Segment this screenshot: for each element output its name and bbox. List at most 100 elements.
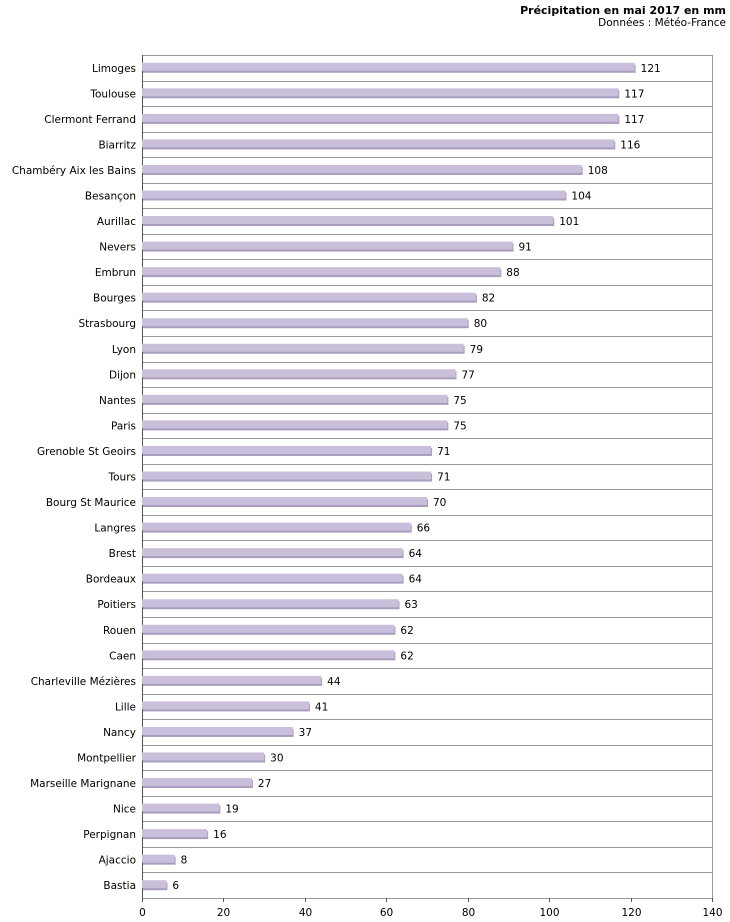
category-label: Bastia xyxy=(103,880,136,892)
x-tick-label: 60 xyxy=(380,907,393,919)
bar xyxy=(142,216,554,225)
category-label: Grenoble St Geoirs xyxy=(37,446,136,458)
category-label: Paris xyxy=(111,420,136,432)
value-label: 104 xyxy=(571,191,591,203)
category-label: Tours xyxy=(108,472,137,484)
category-label: Bourg St Maurice xyxy=(46,497,136,509)
value-label: 64 xyxy=(409,548,423,560)
bar xyxy=(142,778,252,787)
category-label: Montpellier xyxy=(77,753,137,765)
x-tick-label: 100 xyxy=(539,907,559,919)
bar xyxy=(142,113,619,122)
value-label: 88 xyxy=(506,267,519,279)
bar xyxy=(142,471,432,480)
bar xyxy=(142,752,265,761)
bar xyxy=(142,829,208,838)
category-label: Langres xyxy=(94,523,136,535)
category-label: Nancy xyxy=(103,727,136,739)
value-label: 37 xyxy=(299,727,312,739)
value-label: 30 xyxy=(270,753,283,765)
value-label: 75 xyxy=(453,420,466,432)
value-label: 116 xyxy=(620,139,640,151)
value-label: 8 xyxy=(181,855,188,867)
value-label: 75 xyxy=(453,395,466,407)
category-label: Dijon xyxy=(109,369,136,381)
category-label: Charleville Mézières xyxy=(31,676,136,688)
bar xyxy=(142,190,566,199)
value-label: 27 xyxy=(258,778,271,790)
category-label: Brest xyxy=(109,548,136,560)
bar xyxy=(142,343,464,352)
x-tick-label: 120 xyxy=(621,907,641,919)
category-label: Bourges xyxy=(93,293,136,305)
x-tick-label: 80 xyxy=(462,907,475,919)
bar xyxy=(142,164,582,173)
bar xyxy=(142,701,309,710)
value-label: 77 xyxy=(462,369,475,381)
bar xyxy=(142,497,427,506)
x-tick-label: 20 xyxy=(217,907,230,919)
category-label: Caen xyxy=(109,650,136,662)
value-label: 80 xyxy=(474,318,487,330)
bar xyxy=(142,573,403,582)
value-label: 62 xyxy=(400,650,413,662)
value-label: 79 xyxy=(470,344,483,356)
bar xyxy=(142,445,432,454)
value-label: 121 xyxy=(641,63,661,75)
value-label: 16 xyxy=(213,829,227,841)
category-label: Toulouse xyxy=(89,88,136,100)
x-tick-label: 0 xyxy=(139,907,146,919)
value-label: 108 xyxy=(588,165,608,177)
category-label: Lyon xyxy=(112,344,136,356)
bar xyxy=(142,394,448,403)
category-label: Rouen xyxy=(103,625,136,637)
value-label: 62 xyxy=(400,625,413,637)
bar xyxy=(142,62,635,71)
bar xyxy=(142,88,619,97)
category-label: Chambéry Aix les Bains xyxy=(12,165,136,177)
category-label: Nevers xyxy=(99,242,136,254)
value-label: 41 xyxy=(315,701,328,713)
bar xyxy=(142,548,403,557)
bar xyxy=(142,854,175,863)
category-label: Lille xyxy=(115,701,136,713)
category-label: Strasbourg xyxy=(78,318,136,330)
bar xyxy=(142,318,468,327)
category-label: Ajaccio xyxy=(99,855,136,867)
bar xyxy=(142,522,411,531)
bar xyxy=(142,675,322,684)
category-label: Nantes xyxy=(99,395,136,407)
category-label: Besançon xyxy=(85,191,136,203)
value-label: 63 xyxy=(405,599,418,611)
value-label: 66 xyxy=(417,523,431,535)
category-label: Poitiers xyxy=(97,599,136,611)
value-label: 82 xyxy=(482,293,495,305)
value-label: 91 xyxy=(519,242,532,254)
bar xyxy=(142,420,448,429)
bar xyxy=(142,880,167,889)
bar xyxy=(142,139,615,148)
category-label: Clermont Ferrand xyxy=(44,114,136,126)
bar xyxy=(142,241,513,250)
chart-title: Précipitation en mai 2017 en mm xyxy=(520,4,726,17)
x-tick-label: 140 xyxy=(702,907,722,919)
bar xyxy=(142,369,456,378)
category-label: Embrun xyxy=(95,267,136,279)
chart-subtitle: Données : Météo-France xyxy=(598,17,726,29)
bar xyxy=(142,292,476,301)
category-label: Limoges xyxy=(92,63,136,75)
bar xyxy=(142,624,395,633)
value-label: 19 xyxy=(225,804,238,816)
category-label: Perpignan xyxy=(83,829,136,841)
value-label: 117 xyxy=(624,88,644,100)
value-label: 64 xyxy=(409,574,423,586)
value-label: 70 xyxy=(433,497,446,509)
bar xyxy=(142,599,399,608)
value-label: 71 xyxy=(437,446,450,458)
value-label: 44 xyxy=(327,676,341,688)
category-label: Biarritz xyxy=(98,139,136,151)
value-label: 6 xyxy=(172,880,179,892)
bar xyxy=(142,803,220,812)
category-label: Aurillac xyxy=(97,216,136,228)
